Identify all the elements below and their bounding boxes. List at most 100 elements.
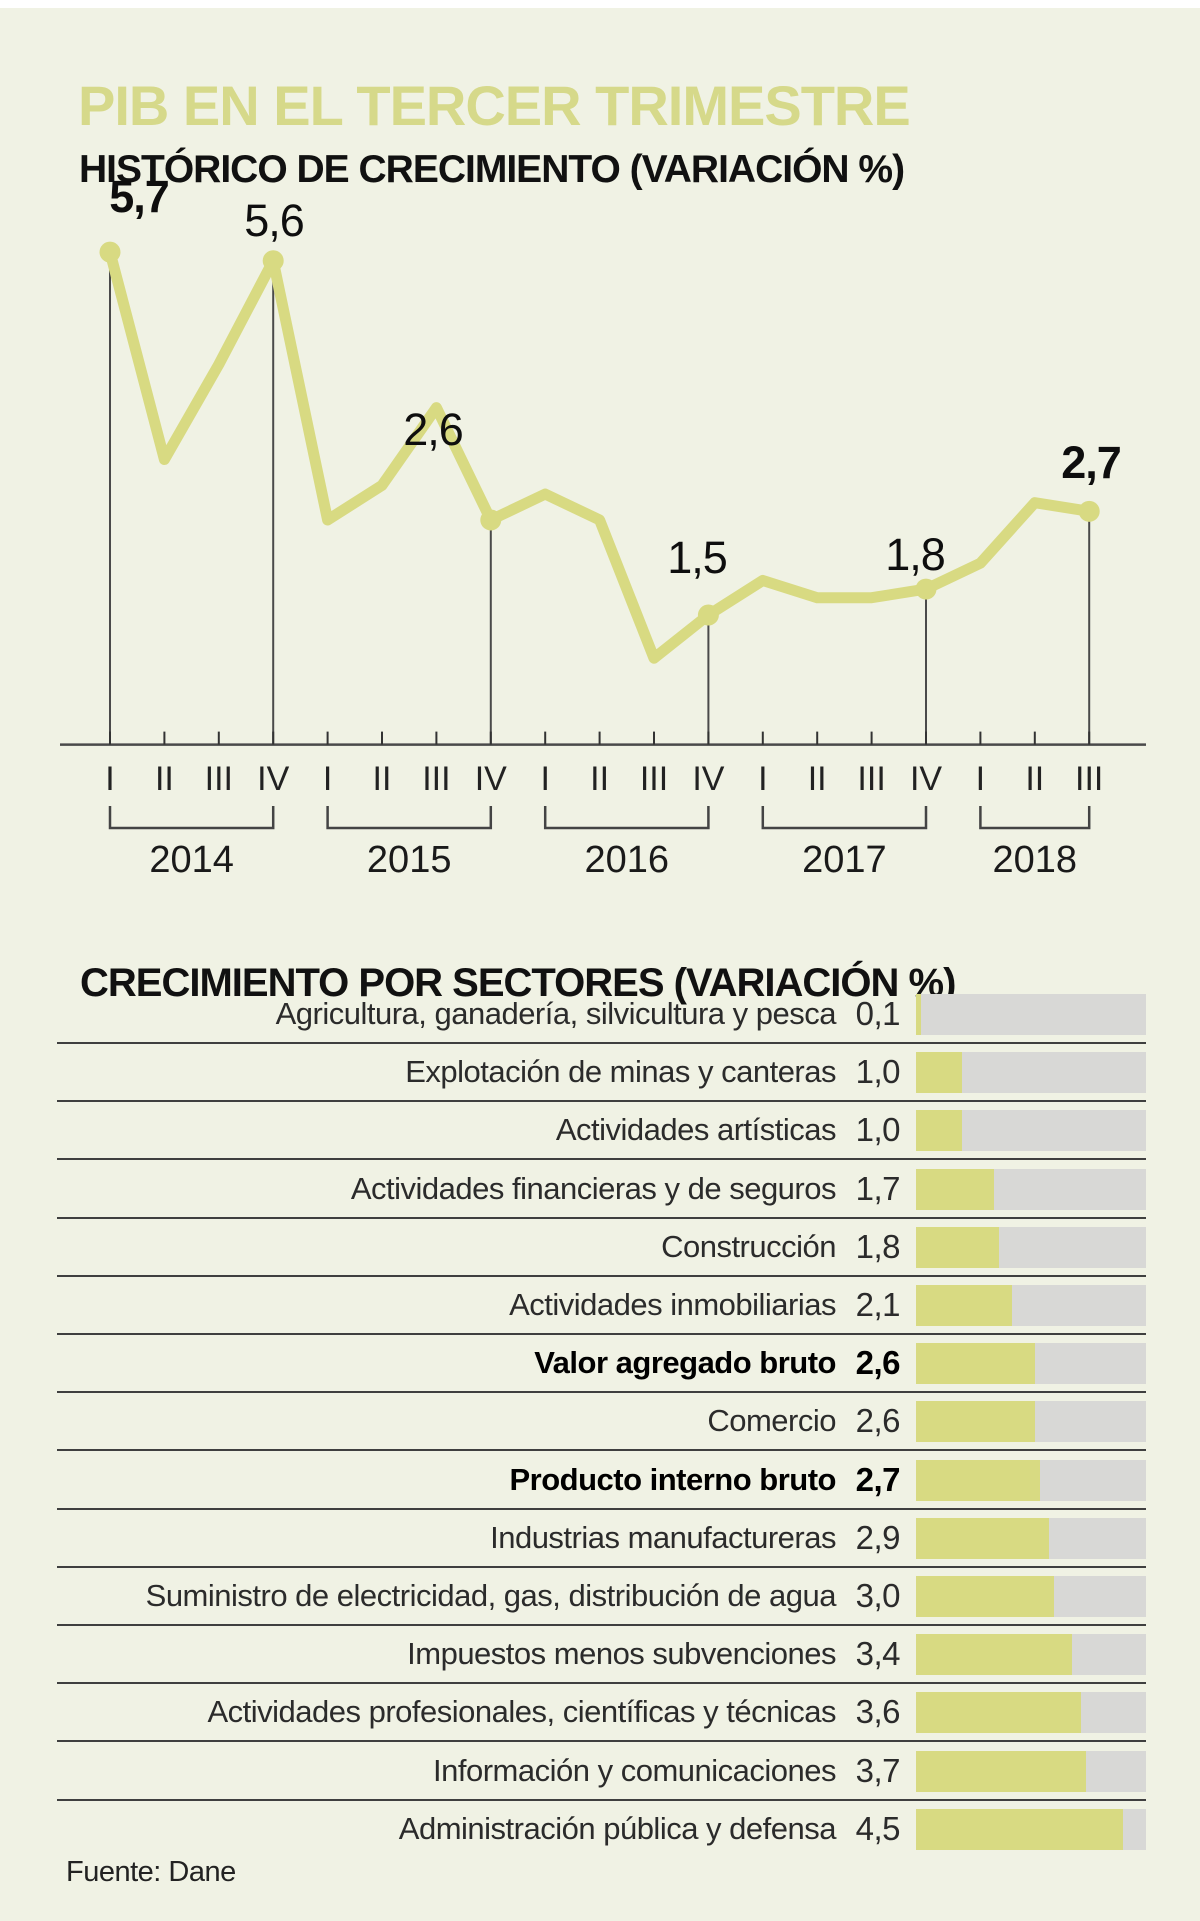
source-note: Fuente: Dane xyxy=(66,1856,236,1888)
sector-bar-track xyxy=(916,1052,1146,1094)
sector-bar-track xyxy=(916,1750,1146,1792)
point-value-label: 1,8 xyxy=(885,529,945,580)
point-value-label: 2,7 xyxy=(1061,437,1121,488)
sector-bar-track xyxy=(916,1692,1146,1734)
sector-value: 1,8 xyxy=(855,1227,901,1265)
sector-row: Actividades profesionales, científicas y… xyxy=(0,1683,1200,1743)
sector-row: Impuestos menos subvenciones 3,4 xyxy=(0,1625,1200,1685)
quarter-tick-label: I xyxy=(758,760,767,798)
year-label: 2016 xyxy=(585,839,670,881)
data-point-dot xyxy=(99,241,121,263)
sector-bar-fill xyxy=(916,1226,999,1268)
gdp-history-line-chart: I II III IV I II III IV I II III IV I II III IV I II III20… xyxy=(60,171,1146,881)
sector-bar-fill xyxy=(916,994,921,1035)
data-point-dot xyxy=(262,250,284,272)
sector-bar-fill xyxy=(916,1517,1050,1559)
gdp-line xyxy=(104,246,1095,664)
row-separator xyxy=(57,1216,1146,1219)
sector-label: Agricultura, ganadería, silvicultura y p… xyxy=(275,996,837,1031)
sector-row: Producto interno bruto 2,7 xyxy=(0,1451,1200,1510)
sector-row: Explotación de minas y canteras 1,0 xyxy=(0,1043,1200,1103)
year-bracket xyxy=(108,806,275,830)
sector-label: Actividades artísticas xyxy=(555,1112,837,1148)
line-chart-title: HISTÓRICO DE CRECIMIENTO (VARIACIÓN %) xyxy=(79,148,905,192)
sector-bar-fill xyxy=(916,1401,1036,1443)
sector-bar-fill xyxy=(916,1808,1123,1850)
year-bracket xyxy=(979,806,1091,830)
data-point-dot xyxy=(697,604,719,626)
row-separator xyxy=(57,1798,1146,1801)
page-title: PIB EN EL TERCER TRIMESTRE xyxy=(78,73,911,137)
sector-bar-track xyxy=(916,1285,1146,1326)
sector-label: Comercio xyxy=(707,1403,836,1439)
year-label: 2017 xyxy=(802,839,887,881)
sector-bar-track xyxy=(916,1576,1146,1617)
sector-value: 0,1 xyxy=(855,995,901,1032)
sector-value: 1,7 xyxy=(855,1169,901,1207)
sector-bar-fill xyxy=(916,1576,1054,1617)
point-value-label: 5,6 xyxy=(244,195,304,246)
sector-row: Industrias manufactureras 2,9 xyxy=(0,1509,1200,1568)
year-bracket xyxy=(326,806,493,830)
row-separator xyxy=(57,1740,1146,1743)
row-separator xyxy=(57,1565,1146,1568)
row-separator xyxy=(57,1274,1146,1277)
quarter-tick-label: III xyxy=(640,760,668,798)
sector-bar-fill xyxy=(916,1459,1040,1501)
sector-bar-track xyxy=(916,1459,1146,1501)
row-separator xyxy=(57,1507,1146,1510)
quarter-tick-label: III xyxy=(1075,760,1103,798)
quarter-tick-label: IV xyxy=(910,760,942,798)
sector-row: Comercio 2,6 xyxy=(0,1392,1200,1452)
sector-value: 2,7 xyxy=(855,1460,901,1498)
year-label: 2015 xyxy=(367,839,452,881)
sector-bar-fill xyxy=(916,1052,962,1094)
data-point-dot xyxy=(1078,500,1100,522)
top-border-strip xyxy=(0,0,1200,8)
year-bracket xyxy=(761,806,928,830)
sector-row: Construcción 1,8 xyxy=(0,1218,1200,1277)
quarter-tick-label: IV xyxy=(475,760,507,798)
sector-bar-track xyxy=(916,1808,1146,1850)
sector-value: 2,9 xyxy=(855,1518,901,1556)
data-point-dot xyxy=(915,578,937,600)
quarter-tick-label: III xyxy=(205,760,233,798)
sector-value: 2,6 xyxy=(855,1402,901,1440)
sector-value: 3,4 xyxy=(855,1635,901,1673)
sector-bar-track xyxy=(916,1110,1146,1152)
quarter-tick-label: I xyxy=(540,760,549,798)
sector-bar-fill xyxy=(916,1692,1082,1734)
year-label: 2018 xyxy=(993,839,1078,881)
row-separator xyxy=(57,1158,1146,1161)
sector-bar-fill xyxy=(916,1343,1036,1385)
sector-row: Valor agregado bruto 2,6 xyxy=(0,1334,1200,1394)
sector-label: Industrias manufactureras xyxy=(490,1519,836,1555)
sector-label: Actividades financieras y de seguros xyxy=(350,1170,837,1206)
sector-bar-track xyxy=(916,1226,1146,1268)
sector-value: 4,5 xyxy=(855,1809,901,1847)
row-separator xyxy=(57,1682,1146,1685)
sector-label: Explotación de minas y canteras xyxy=(405,1054,836,1090)
sector-row: Actividades inmobiliarias 2,1 xyxy=(0,1276,1200,1335)
sector-label: Construcción xyxy=(661,1228,836,1264)
sector-bar-track xyxy=(916,1401,1146,1443)
row-separator xyxy=(57,1624,1146,1626)
quarter-tick-label: II xyxy=(590,760,609,798)
sector-bar-track xyxy=(916,1168,1146,1210)
sector-chart-title: CRECIMIENTO POR SECTORES (VARIACIÓN %) xyxy=(80,961,956,1006)
sector-label: Información y comunicaciones xyxy=(433,1752,836,1788)
sector-bar-fill xyxy=(916,1634,1073,1676)
sector-label: Producto interno bruto xyxy=(509,1461,836,1497)
sector-row: Información y comunicaciones 3,7 xyxy=(0,1742,1200,1801)
sector-value: 3,7 xyxy=(855,1751,901,1789)
sector-value: 1,0 xyxy=(855,1053,901,1091)
quarter-tick-label: II xyxy=(1025,760,1044,798)
row-separator xyxy=(57,1391,1146,1394)
point-value-label: 2,6 xyxy=(403,404,463,455)
sector-label: Impuestos menos subvenciones xyxy=(407,1636,836,1672)
sector-label: Actividades profesionales, científicas y… xyxy=(207,1694,836,1730)
quarter-tick-label: II xyxy=(373,760,392,798)
sector-bar-track xyxy=(916,1343,1146,1385)
sector-bar-fill xyxy=(916,1750,1086,1792)
